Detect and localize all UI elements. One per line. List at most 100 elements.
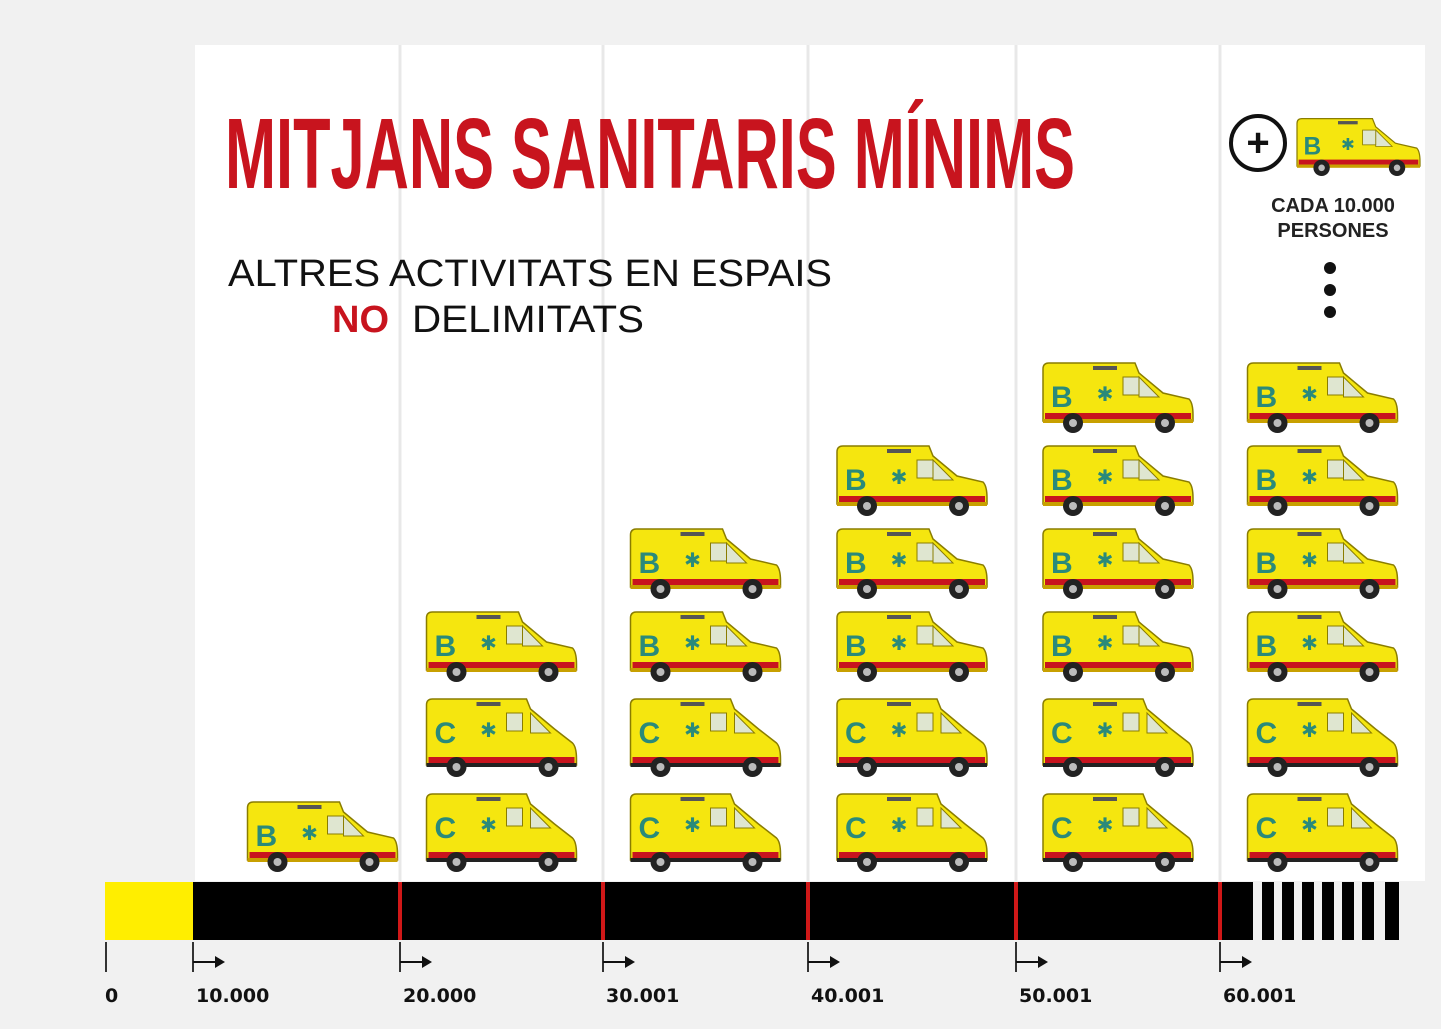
van-asterisk: ✱ [1301,550,1318,572]
van-hub [1274,858,1282,866]
van-asterisk: ✱ [1301,384,1318,406]
van-window [328,816,344,834]
van-letter: C [1051,717,1073,750]
van-letter: C [1256,717,1278,750]
van-window [1123,626,1139,644]
van-window [917,460,933,478]
axis-start-label: 0 [105,985,118,1007]
infographic: MITJANS SANITARIS MÍNIMS ALTRES ACTIVITA… [0,0,1441,1029]
dot [1324,262,1336,274]
van-letter: C [845,717,867,750]
van-window [1328,626,1344,644]
van-letter: B [639,547,661,580]
van-letter: B [1256,464,1278,497]
van-hub [1366,763,1374,771]
van-hub [657,585,665,593]
van-window [507,626,523,644]
van-hub [863,763,871,771]
van-letter: C [1256,812,1278,845]
van-asterisk: ✱ [891,467,908,489]
scale-start [105,882,193,940]
van-letter: B [1256,630,1278,663]
van-hub [1366,858,1374,866]
van-hub [1366,419,1374,427]
van-window [1328,377,1344,395]
van-asterisk: ✱ [1097,384,1114,406]
van-hub [545,668,553,676]
van-roof-sign [1093,702,1117,706]
van-letter: B [1304,134,1322,161]
van-window [1328,713,1344,731]
van-hub [1161,763,1169,771]
van-asterisk: ✱ [1301,720,1318,742]
van-hub [955,763,963,771]
tick-label: 40.001 [811,985,884,1007]
van-roof-sign [1298,797,1322,801]
van-roof-sign [1298,449,1322,453]
van-hub [545,763,553,771]
van-asterisk: ✱ [891,633,908,655]
tick-label: 20.000 [403,985,476,1007]
van-hub [453,668,461,676]
van-asterisk: ✱ [684,815,701,837]
van-hub [366,858,374,866]
van-asterisk: ✱ [684,550,701,572]
van-roof-sign [1338,121,1358,124]
van-roof-sign [1093,366,1117,370]
van-hub [1069,858,1077,866]
van-letter: C [639,812,661,845]
van-window [711,626,727,644]
van-roof-sign [887,702,911,706]
van-letter: C [435,717,457,750]
van-roof-sign [477,702,501,706]
van-hub [657,858,665,866]
van-asterisk: ✱ [480,633,497,655]
van-hub [1069,585,1077,593]
van-letter: B [845,547,867,580]
van-asterisk: ✱ [1097,633,1114,655]
van-roof-sign [681,702,705,706]
van-asterisk: ✱ [1097,467,1114,489]
tick-label: 50.001 [1019,985,1092,1007]
van-asterisk: ✱ [684,633,701,655]
van-hub [1274,585,1282,593]
van-hub [453,858,461,866]
van-letter: B [639,630,661,663]
dot [1324,284,1336,296]
van-hub [955,668,963,676]
van-letter: C [845,812,867,845]
van-roof-sign [477,797,501,801]
van-letter: B [435,630,457,663]
van-window [711,808,727,826]
van-hub [1069,763,1077,771]
van-letter: B [1256,547,1278,580]
van-letter: C [639,717,661,750]
van-hub [657,763,665,771]
van-asterisk: ✱ [891,550,908,572]
van-window [711,543,727,561]
van-roof-sign [298,805,322,809]
van-asterisk: ✱ [1097,815,1114,837]
van-hub [1394,165,1401,172]
van-window [1123,543,1139,561]
scale-bar [193,882,1253,940]
van-hub [1161,502,1169,510]
title: MITJANS SANITARIS MÍNIMS [225,98,1075,210]
tick-label: 30.001 [606,985,679,1007]
note-line2: PERSONES [1277,220,1388,242]
van-letter: C [435,812,457,845]
van-letter: B [845,630,867,663]
van-hub [863,668,871,676]
van-window [1363,130,1376,145]
van-letter: C [1051,812,1073,845]
van-asterisk: ✱ [1097,550,1114,572]
van-hub [955,502,963,510]
van-asterisk: ✱ [891,815,908,837]
tick-label: 10.000 [196,985,269,1007]
van-hub [1274,502,1282,510]
van-letter: B [1051,630,1073,663]
van-roof-sign [1298,615,1322,619]
van-letter: B [1051,381,1073,414]
van-hub [955,585,963,593]
van-hub [1161,419,1169,427]
